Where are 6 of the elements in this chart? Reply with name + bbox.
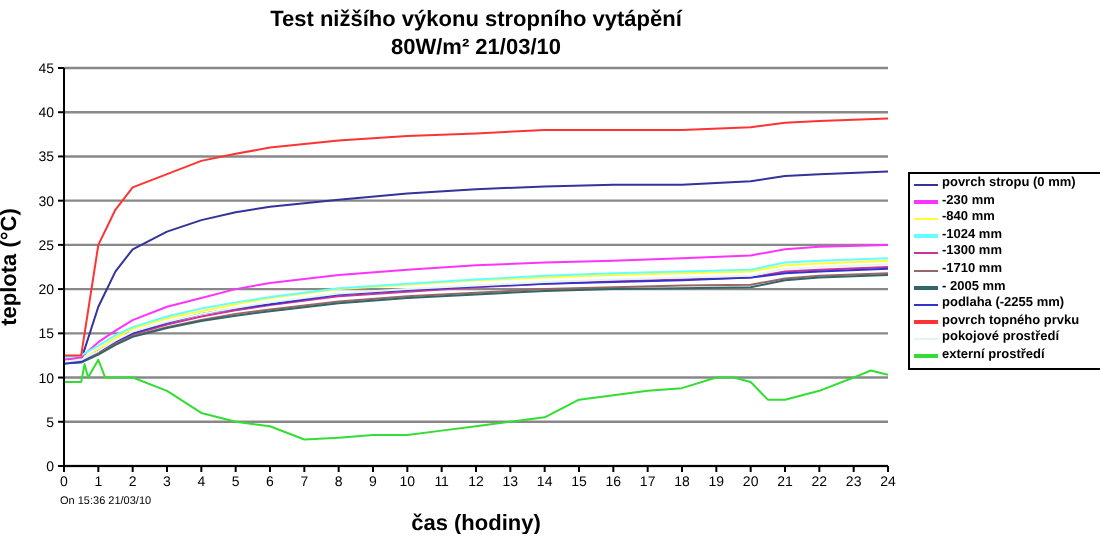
chart-title: Test nižšího výkonu stropního vytápění	[270, 8, 684, 32]
x-axis-title: čas (hodiny)	[411, 512, 542, 536]
y-axis-title: teplota (°C)	[0, 207, 22, 326]
line-series	[64, 358, 888, 441]
chart-subtitle: 80W/m² 21/03/10	[391, 36, 561, 60]
line-series	[64, 117, 888, 357]
